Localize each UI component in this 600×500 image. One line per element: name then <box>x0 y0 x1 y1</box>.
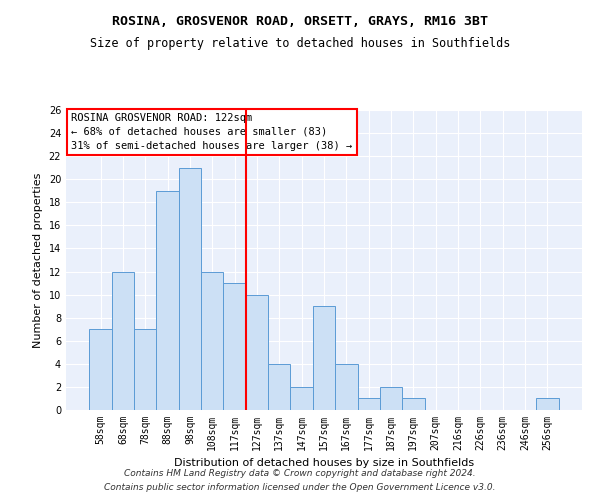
Text: Size of property relative to detached houses in Southfields: Size of property relative to detached ho… <box>90 38 510 51</box>
Bar <box>157 191 179 410</box>
Text: Contains HM Land Registry data © Crown copyright and database right 2024.: Contains HM Land Registry data © Crown c… <box>124 468 476 477</box>
Bar <box>223 283 246 410</box>
Bar <box>335 364 358 410</box>
Bar <box>201 272 223 410</box>
Bar <box>112 272 134 410</box>
Bar <box>134 329 157 410</box>
Bar <box>290 387 313 410</box>
Bar <box>402 398 425 410</box>
Text: Contains public sector information licensed under the Open Government Licence v3: Contains public sector information licen… <box>104 484 496 492</box>
Bar <box>358 398 380 410</box>
Bar <box>380 387 402 410</box>
Text: ROSINA, GROSVENOR ROAD, ORSETT, GRAYS, RM16 3BT: ROSINA, GROSVENOR ROAD, ORSETT, GRAYS, R… <box>112 15 488 28</box>
Y-axis label: Number of detached properties: Number of detached properties <box>33 172 43 348</box>
Bar <box>89 329 112 410</box>
Bar <box>268 364 290 410</box>
Bar <box>313 306 335 410</box>
Bar <box>179 168 201 410</box>
Text: ROSINA GROSVENOR ROAD: 122sqm
← 68% of detached houses are smaller (83)
31% of s: ROSINA GROSVENOR ROAD: 122sqm ← 68% of d… <box>71 113 352 151</box>
Bar <box>246 294 268 410</box>
X-axis label: Distribution of detached houses by size in Southfields: Distribution of detached houses by size … <box>174 458 474 468</box>
Bar <box>536 398 559 410</box>
